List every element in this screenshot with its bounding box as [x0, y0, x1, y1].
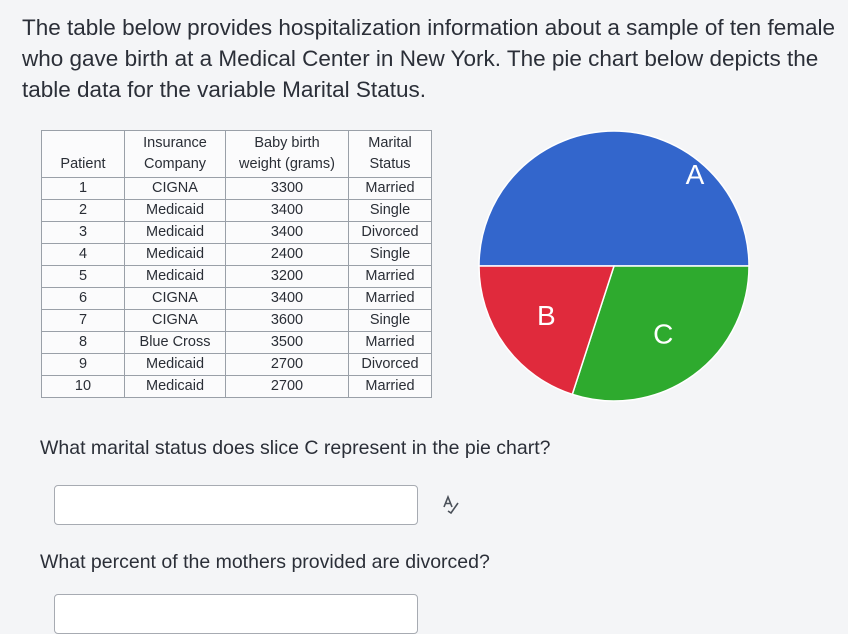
cell-insurance-company: CIGNA — [124, 177, 226, 200]
cell-insurance-company: Medicaid — [124, 353, 226, 376]
pie-slice-label-c: C — [653, 319, 673, 350]
cell-marital-status: Divorced — [348, 353, 432, 376]
table-row: 3 Medicaid 3400 Divorced — [41, 221, 432, 244]
pie-slice-label-b: B — [537, 300, 556, 331]
cell-birth-weight: 3400 — [225, 287, 349, 310]
cell-birth-weight: 3400 — [225, 199, 349, 222]
table-row: 8 Blue Cross 3500 Married — [41, 331, 432, 354]
header-marital-status: Marital Status — [348, 130, 432, 178]
spellcheck-icon[interactable] — [441, 494, 461, 514]
cell-insurance-company: Blue Cross — [124, 331, 226, 354]
intro-line-3: table data for the variable Marital Stat… — [22, 77, 426, 102]
question-slice-c: What marital status does slice C represe… — [40, 437, 551, 459]
cell-patient: 10 — [41, 375, 125, 398]
hospitalization-table: Patient Insurance Company Baby birth wei… — [41, 130, 432, 398]
table-body: 1 CIGNA 3300 Married 2 Medicaid 3400 Single 3 Med… — [41, 177, 432, 398]
cell-birth-weight: 3300 — [225, 177, 349, 200]
cell-insurance-company: Medicaid — [124, 375, 226, 398]
pie-slice-c — [571, 265, 750, 402]
slice-c-answer-input[interactable] — [54, 485, 418, 525]
intro-line-1: The table below provides hospitalization… — [22, 15, 835, 40]
cell-insurance-company: Medicaid — [124, 265, 226, 288]
cell-birth-weight: 3400 — [225, 221, 349, 244]
header-baby-birth-weight: Baby birth weight (grams) — [225, 130, 349, 178]
cell-birth-weight: 2400 — [225, 243, 349, 266]
cell-marital-status: Married — [348, 375, 432, 398]
cell-marital-status: Married — [348, 287, 432, 310]
table-header-row: Patient Insurance Company Baby birth wei… — [41, 130, 432, 178]
pie-chart-svg: A C B — [478, 130, 750, 402]
cell-insurance-company: CIGNA — [124, 287, 226, 310]
pie-slice-b — [478, 265, 616, 396]
cell-marital-status: Single — [348, 243, 432, 266]
cell-marital-status: Married — [348, 177, 432, 200]
table-row: 1 CIGNA 3300 Married — [41, 177, 432, 200]
cell-insurance-company: CIGNA — [124, 309, 226, 332]
cell-insurance-company: Medicaid — [124, 221, 226, 244]
cell-birth-weight: 2700 — [225, 353, 349, 376]
cell-patient: 4 — [41, 243, 125, 266]
cell-patient: 2 — [41, 199, 125, 222]
cell-patient: 6 — [41, 287, 125, 310]
header-insurance-company: Insurance Company — [124, 130, 226, 178]
cell-patient: 1 — [41, 177, 125, 200]
cell-patient: 9 — [41, 353, 125, 376]
marital-status-pie-chart: A C B — [474, 128, 754, 408]
cell-marital-status: Single — [348, 309, 432, 332]
cell-marital-status: Married — [348, 265, 432, 288]
cell-marital-status: Married — [348, 331, 432, 354]
percent-divorced-answer-input[interactable] — [54, 594, 418, 634]
table-row: 4 Medicaid 2400 Single — [41, 243, 432, 266]
intro-line-2: who gave birth at a Medical Center in Ne… — [22, 46, 819, 71]
cell-marital-status: Divorced — [348, 221, 432, 244]
header-patient: Patient — [41, 130, 125, 178]
cell-patient: 7 — [41, 309, 125, 332]
cell-patient: 5 — [41, 265, 125, 288]
table-row: 2 Medicaid 3400 Single — [41, 199, 432, 222]
table-row: 6 CIGNA 3400 Married — [41, 287, 432, 310]
cell-marital-status: Single — [348, 199, 432, 222]
pie-slice-a — [478, 130, 750, 267]
pie-slice-label-a: A — [686, 159, 705, 190]
cell-patient: 3 — [41, 221, 125, 244]
cell-insurance-company: Medicaid — [124, 199, 226, 222]
table-row: 10 Medicaid 2700 Married — [41, 375, 432, 398]
table-row: 5 Medicaid 3200 Married — [41, 265, 432, 288]
table-row: 7 CIGNA 3600 Single — [41, 309, 432, 332]
cell-birth-weight: 2700 — [225, 375, 349, 398]
cell-birth-weight: 3600 — [225, 309, 349, 332]
cell-birth-weight: 3200 — [225, 265, 349, 288]
cell-patient: 8 — [41, 331, 125, 354]
question-percent-divorced: What percent of the mothers provided are… — [40, 551, 490, 573]
cell-birth-weight: 3500 — [225, 331, 349, 354]
intro-text: The table below provides hospitalization… — [22, 12, 848, 105]
table-row: 9 Medicaid 2700 Divorced — [41, 353, 432, 376]
cell-insurance-company: Medicaid — [124, 243, 226, 266]
